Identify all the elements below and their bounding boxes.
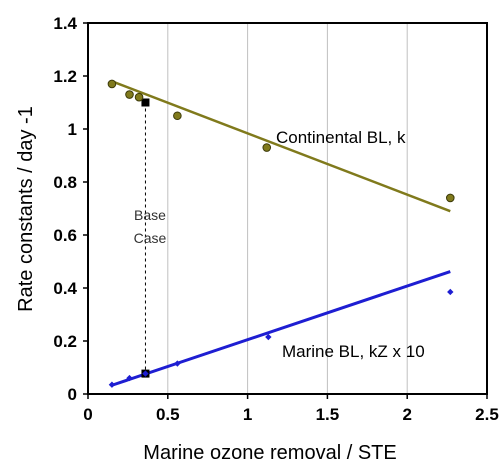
x-tick-label: 0 [83,405,92,424]
x-tick-labels: 0 0.5 1 1.5 2 2.5 [83,405,499,424]
fit-lines [111,80,451,387]
y-tick-label: 0.6 [53,226,77,245]
y-tick-label: 0.2 [53,332,77,351]
y-tick-label: 1 [68,120,77,139]
base-case-top-marker [141,98,150,107]
continental-point [107,79,117,89]
x-tick-label: 2 [402,405,411,424]
continental-point [262,143,272,152]
y-tick-label: 1.4 [53,14,77,33]
marine-point [126,374,133,382]
y-tick-marks [83,22,88,395]
marine-point [174,360,181,367]
marine-fit-line [111,270,451,387]
x-tick-label: 1.5 [316,405,340,424]
y-axis-title: Rate constants / day -1 [15,106,37,312]
marine-annotation: Marine BL, kZ x 10 [282,342,425,361]
marine-point [142,370,149,377]
continental-point [134,92,144,102]
y-tick-label: 0 [68,385,77,404]
marine-point [108,381,116,388]
x-tick-label: 0.5 [156,405,180,424]
data-points [107,79,455,388]
y-tick-label: 0.4 [53,279,77,298]
base-case-label-line2: Case [134,230,167,246]
marine-point [447,288,454,296]
continental-fit-line [111,80,451,213]
continental-point [173,111,182,121]
y-tick-labels: 0 0.2 0.4 0.6 0.8 1 1.2 1.4 [53,14,77,404]
x-tick-label: 1 [243,405,252,424]
y-tick-label: 1.2 [53,67,77,86]
marine-point [265,333,272,341]
x-tick-label: 2.5 [475,405,499,424]
y-tick-label: 0.8 [53,173,77,192]
plot-area-frame [87,22,488,395]
base-case-label-line1: Base [134,207,166,223]
x-gridlines [167,23,408,394]
continental-point [125,90,134,99]
continental-point [445,193,455,203]
continental-annotation: Continental BL, k [276,128,406,147]
x-axis-title: Marine ozone removal / STE [143,442,396,464]
x-tick-marks [87,394,488,399]
